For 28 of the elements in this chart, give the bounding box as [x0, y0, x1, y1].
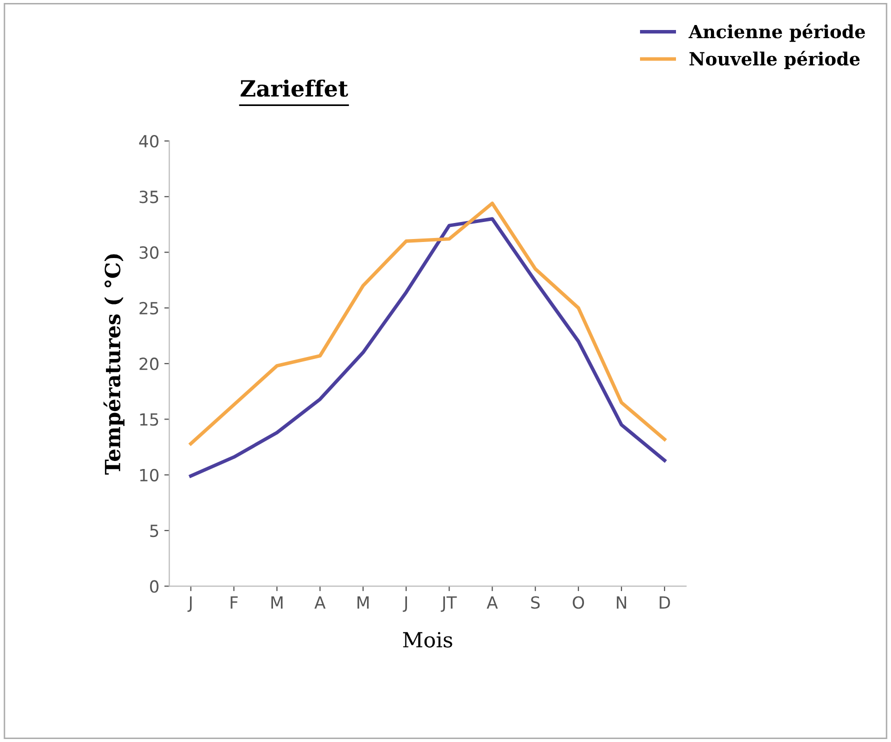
x-tick-label: M — [271, 596, 283, 609]
legend-label: Ancienne période — [688, 24, 866, 42]
line-series — [189, 217, 666, 478]
x-tick-label: A — [314, 596, 326, 609]
x-tick-label: D — [660, 596, 670, 609]
x-tick-label: O — [572, 596, 584, 609]
x-tick-label: N — [616, 596, 626, 609]
x-axis-title: Mois — [403, 632, 452, 648]
x-tick-label: S — [531, 596, 540, 609]
y-tick-label: 25 — [140, 302, 158, 314]
y-tick-label: 30 — [140, 246, 158, 259]
y-tick-label: 10 — [140, 468, 158, 482]
y-tick-label: 35 — [140, 190, 158, 204]
x-tick-label: F — [230, 596, 238, 609]
legend-label: Nouvelle période — [689, 50, 860, 70]
line-series — [189, 202, 666, 446]
x-tick-label: A — [486, 596, 498, 609]
y-tick-label: 5 — [150, 524, 158, 538]
y-tick-label: 15 — [140, 413, 158, 426]
x-tick-label: JT — [440, 596, 457, 612]
x-tick-label: J — [402, 596, 407, 612]
y-axis-title: Températures ( °C) — [103, 254, 124, 475]
chart-title: Zarieffet — [240, 80, 348, 97]
y-tick-label: 0 — [150, 580, 158, 593]
y-tick-label: 20 — [140, 358, 158, 370]
x-tick-label: J — [188, 596, 192, 612]
x-tick-label: M — [358, 596, 369, 609]
y-tick-label: 40 — [139, 134, 158, 148]
